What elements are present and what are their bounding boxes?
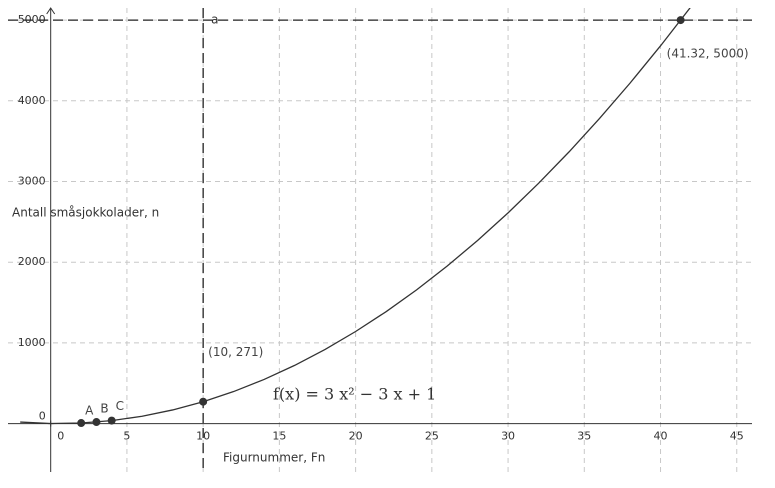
x-tick-label: 15 [272,430,286,443]
x-tick-label: 25 [425,430,439,443]
y-tick-label: 1000 [18,336,46,349]
point [92,418,101,427]
y-tick-label: 4000 [18,94,46,107]
x-tick-label: 20 [349,430,363,443]
y-tick-label: 0 [39,410,46,423]
x-tick-label: 35 [577,430,591,443]
function-curve [20,8,691,425]
y-tick-label: 2000 [18,255,46,268]
point-label: C [116,399,124,413]
x-tick-label: 30 [501,430,515,443]
point-label: (10, 271) [208,345,263,359]
y-axis-arrow [46,7,56,15]
x-tick-label: 0 [57,430,64,443]
line-label: a [211,13,218,27]
point-label: A [85,404,94,418]
x-tick-label: 40 [654,430,668,443]
formula: f(x) = 3 x² − 3 x + 1 [273,385,436,404]
x-axis-label: Figurnummer, Fn [223,451,325,465]
point [107,416,116,425]
y-tick-label: 3000 [18,174,46,187]
point [199,397,208,406]
y-axis-label: Antall småsjokkolader, n [12,206,159,220]
point-label: (41.32, 5000) [667,47,749,61]
x-tick-label: 45 [730,430,744,443]
point [676,16,685,25]
point [77,419,86,428]
x-tick-label: 5 [123,430,130,443]
point-label: B [100,402,108,416]
